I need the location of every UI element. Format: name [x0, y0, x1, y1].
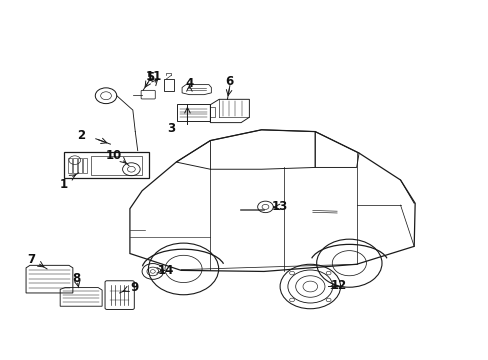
Text: 10: 10 — [105, 149, 122, 162]
Text: 4: 4 — [185, 77, 193, 90]
Text: 11: 11 — [146, 69, 162, 82]
Text: 3: 3 — [167, 122, 175, 135]
Text: 8: 8 — [72, 273, 80, 285]
Text: 2: 2 — [77, 129, 85, 142]
Text: 14: 14 — [157, 264, 173, 277]
Text: 6: 6 — [225, 75, 234, 88]
Text: 7: 7 — [27, 253, 36, 266]
Text: 13: 13 — [271, 201, 287, 213]
Text: 9: 9 — [130, 281, 139, 294]
Text: 5: 5 — [146, 71, 154, 84]
Text: 1: 1 — [60, 178, 68, 191]
Text: 12: 12 — [330, 279, 346, 292]
